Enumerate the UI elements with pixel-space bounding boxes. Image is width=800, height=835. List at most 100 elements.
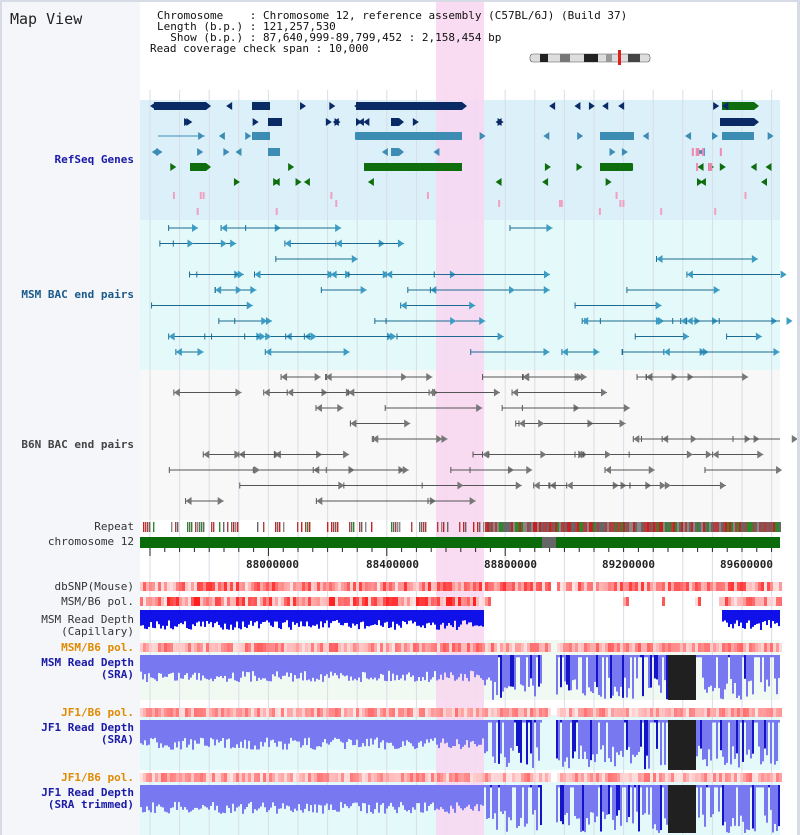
depth-bar — [502, 655, 504, 692]
depth-bar — [714, 720, 716, 723]
depth-bar — [362, 655, 364, 672]
label-dbsnp[interactable]: dbSNP(Mouse) — [54, 580, 134, 593]
label-b6n-bac[interactable]: B6N BAC end pairs — [21, 438, 134, 451]
snp-cell — [629, 643, 632, 652]
depth-bar — [720, 720, 722, 751]
depth-bar — [298, 720, 300, 742]
depth-bar — [412, 720, 414, 747]
snp-cell — [194, 582, 197, 591]
depth-bar — [358, 785, 360, 807]
depth-bar — [428, 720, 430, 743]
depth-bar — [174, 610, 176, 627]
snp-cell — [446, 773, 449, 782]
depth-bar — [424, 610, 426, 629]
depth-bar — [232, 720, 234, 748]
snp-cell — [398, 643, 401, 652]
snp-cell — [323, 708, 326, 717]
snp-cell — [374, 773, 377, 782]
snp-cell — [623, 582, 626, 591]
bac-end-arrow — [235, 286, 242, 294]
depth-bar — [186, 655, 188, 674]
snp-cell — [779, 597, 782, 606]
label-jf1-depth-trim-2: (SRA trimmed) — [47, 798, 134, 811]
depth-bar — [700, 785, 702, 788]
depth-bar — [564, 655, 566, 682]
depth-bar — [488, 785, 490, 819]
depth-bar — [472, 610, 474, 627]
snp-cell — [635, 708, 638, 717]
label-jf1-depth-sra-1[interactable]: JF1 Read Depth — [41, 721, 134, 734]
snp-cell — [341, 582, 344, 591]
snp-cell — [416, 597, 419, 606]
depth-bar — [168, 720, 170, 747]
depth-bar — [638, 655, 640, 658]
depth-bar — [176, 785, 178, 810]
snp-cell — [245, 773, 248, 782]
bac-end-arrow — [337, 404, 344, 412]
snp-cell — [236, 773, 239, 782]
snp-cell — [530, 773, 533, 782]
depth-bar — [762, 610, 764, 623]
snp-cell — [326, 773, 329, 782]
depth-bar — [196, 655, 198, 680]
bac-end-arrow — [382, 270, 389, 279]
depth-bar — [508, 655, 510, 687]
depth-bar — [352, 655, 354, 681]
snp-cell — [377, 597, 380, 606]
snp-cell — [143, 643, 146, 652]
snp-cell — [200, 597, 203, 606]
gene-exon-arrow — [332, 118, 339, 126]
label-msm-bac[interactable]: MSM BAC end pairs — [21, 288, 134, 301]
depth-bar — [174, 720, 176, 743]
label-msm-b6-pol-2[interactable]: MSM/B6 pol. — [61, 641, 134, 654]
snp-cell — [773, 773, 776, 782]
depth-bar — [518, 785, 520, 826]
label-msm-depth-sra-1[interactable]: MSM Read Depth — [41, 656, 134, 669]
depth-bar — [612, 720, 614, 747]
snp-cell — [401, 597, 404, 606]
depth-bar — [454, 655, 456, 681]
depth-bar — [568, 785, 570, 826]
snp-cell — [662, 643, 665, 652]
bac-end-arrow — [261, 317, 268, 325]
snp-cell — [746, 708, 749, 717]
depth-bar — [582, 720, 584, 760]
depth-bar — [214, 785, 216, 811]
depth-bar — [458, 785, 460, 806]
label-msm-b6-pol[interactable]: MSM/B6 pol. — [61, 595, 134, 608]
snp-cell — [638, 708, 641, 717]
snp-cell — [314, 597, 317, 606]
depth-bar — [142, 610, 144, 626]
snp-cell — [326, 708, 329, 717]
label-msm-depth-cap-1[interactable]: MSM Read Depth — [41, 613, 134, 626]
label-jf1-b6-pol-2[interactable]: JF1/B6 pol. — [61, 771, 134, 784]
snp-cell — [632, 582, 635, 591]
depth-bar — [564, 785, 566, 815]
label-refseq[interactable]: RefSeq Genes — [54, 153, 134, 166]
depth-bar — [246, 655, 248, 673]
snp-cell — [626, 582, 629, 591]
snp-cell — [599, 582, 602, 591]
bac-end-arrow — [404, 419, 411, 428]
depth-bar — [446, 720, 448, 743]
snp-cell — [200, 708, 203, 717]
label-jf1-depth-trim-1[interactable]: JF1 Read Depth — [41, 786, 134, 799]
snp-cell — [176, 708, 179, 717]
snp-cell — [482, 643, 485, 652]
depth-bar — [292, 610, 294, 622]
label-jf1-b6-pol[interactable]: JF1/B6 pol. — [61, 706, 134, 719]
depth-bar — [470, 655, 472, 671]
depth-bar — [400, 785, 402, 803]
depth-bar — [754, 720, 756, 723]
depth-bar — [514, 655, 516, 690]
bac-end-arrow — [343, 348, 350, 356]
depth-bar — [252, 785, 254, 814]
snp-cell — [482, 582, 485, 591]
snp-cell — [650, 643, 653, 652]
depth-bar — [608, 720, 610, 759]
label-repeat[interactable]: Repeat — [94, 520, 134, 533]
depth-bar — [284, 785, 286, 809]
snp-cell — [620, 643, 623, 652]
frame-left — [0, 0, 2, 835]
